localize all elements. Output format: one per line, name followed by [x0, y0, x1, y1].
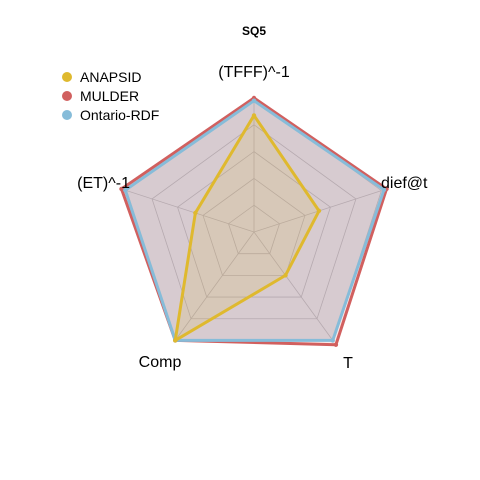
legend-label-ontario-rdf: Ontario-RDF — [80, 107, 159, 123]
series-point-ontario-rdf-dief-t — [381, 187, 387, 192]
chart-title: SQ5 — [242, 24, 266, 38]
series-point-mulder-t — [333, 342, 339, 347]
axis-label-tfff: (TFFF)^-1 — [218, 64, 290, 81]
series-point-anapsid-comp — [173, 338, 178, 343]
radar-series — [119, 95, 389, 347]
legend-marker-ontario-rdf — [62, 110, 72, 120]
grid-ring-3 — [177, 151, 331, 298]
legend-label-mulder: MULDER — [80, 88, 139, 104]
legend: ANAPSID MULDER Ontario-RDF — [62, 69, 159, 123]
series-point-mulder-et-1 — [119, 186, 124, 192]
series-area-ontario-rdf — [125, 100, 384, 341]
series-line-anapsid — [173, 113, 321, 342]
axis-label-et: (ET)^-1 — [77, 175, 130, 192]
axis-label-comp: Comp — [139, 354, 182, 371]
series-area-mulder — [121, 98, 387, 345]
series-point-ontario-rdf-et-1 — [123, 187, 128, 193]
series-point-anapsid-et-1 — [193, 210, 198, 216]
series-point-anapsid-t — [283, 273, 288, 278]
grid-ring-1 — [228, 204, 280, 255]
legend-marker-anapsid — [62, 72, 72, 82]
grid-ring-4 — [151, 124, 357, 320]
series-line-ontario-rdf — [123, 99, 386, 342]
series-point-anapsid-tfff-1 — [251, 113, 257, 118]
axis-label-dieft: dief@t — [381, 175, 428, 192]
radar-grid — [126, 97, 382, 341]
series-area-anapsid — [175, 115, 319, 341]
series-point-ontario-rdf-tfff-1 — [251, 98, 257, 103]
legend-label-anapsid: ANAPSID — [80, 69, 141, 85]
grid-spoke-t — [253, 231, 334, 341]
legend-marker-mulder — [62, 91, 72, 101]
grid-ring-2 — [202, 177, 306, 276]
grid-spoke-et-1 — [126, 190, 255, 233]
series-point-ontario-rdf-t — [330, 338, 335, 343]
grid-spoke-comp — [174, 231, 255, 341]
series-line-mulder — [119, 96, 389, 347]
series-point-anapsid-dief-t — [316, 208, 322, 214]
axis-label-t: T — [343, 355, 353, 372]
